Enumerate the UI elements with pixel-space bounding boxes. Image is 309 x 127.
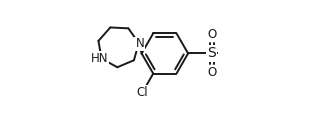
Text: Cl: Cl [137, 86, 148, 99]
Text: HN: HN [91, 52, 108, 65]
Text: N: N [135, 37, 144, 50]
Text: O: O [207, 66, 217, 79]
Text: O: O [207, 28, 217, 41]
Text: S: S [208, 46, 216, 60]
